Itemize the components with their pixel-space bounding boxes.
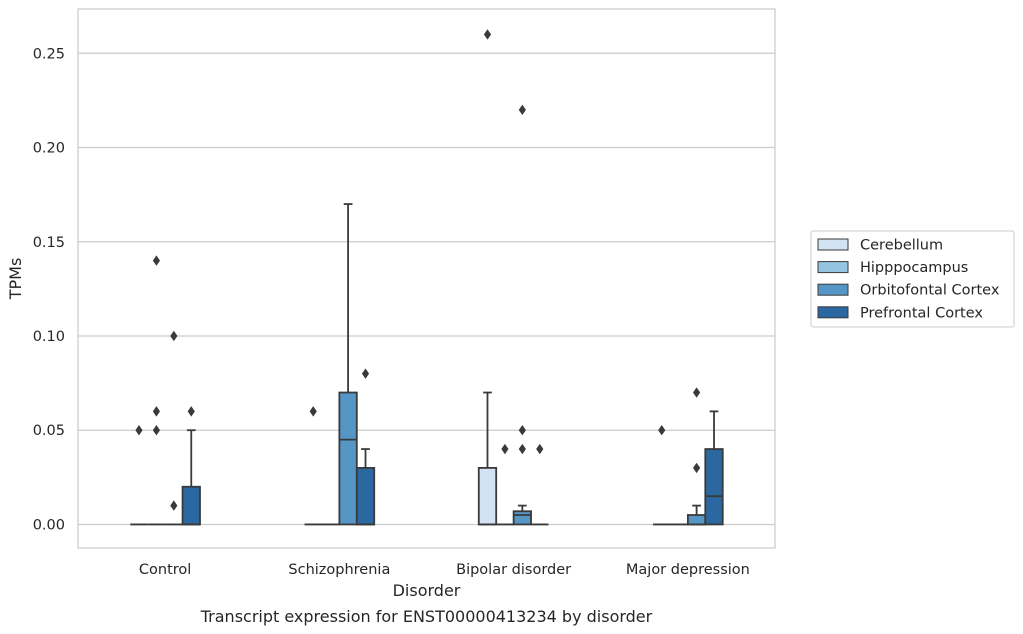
outlier-point	[152, 406, 161, 417]
y-tick-label: 0.20	[33, 141, 65, 157]
box-orbitofontal-cortex	[512, 104, 532, 526]
legend-item: Cerebellum	[817, 238, 943, 254]
legend-swatch	[817, 261, 849, 274]
x-tick-label: Control	[139, 562, 191, 578]
box-body	[477, 467, 498, 526]
y-tick-label: 0.00	[33, 517, 65, 533]
outlier-point	[170, 500, 178, 511]
x-tick-label: Major depression	[626, 562, 750, 578]
outlier-point	[135, 425, 143, 436]
box-body	[355, 467, 376, 526]
box-orbitofontal-cortex	[338, 203, 358, 526]
box-cerebellum	[304, 406, 322, 526]
y-axis-ticks: 0.00 0.05 0.10 0.15 0.20 0.25	[33, 46, 65, 533]
gridlines	[78, 52, 775, 526]
box-hipppocampus	[147, 255, 166, 526]
y-tick-label: 0.10	[33, 329, 65, 345]
box-prefrontal-cortex	[531, 443, 549, 526]
y-tick-label: 0.05	[33, 423, 65, 439]
legend: Cerebellum Hipppocampus Orbitofontal Corte…	[810, 230, 1015, 328]
outlier-point	[170, 330, 178, 342]
legend-label: Hipppocampus	[860, 260, 968, 276]
x-axis-label: Disorder	[393, 581, 461, 600]
outlier-point	[518, 443, 526, 455]
box-body	[686, 514, 707, 526]
outlier-point	[309, 406, 317, 417]
box-orbitofontal-cortex	[165, 330, 183, 526]
box-prefrontal-cortex	[704, 410, 724, 526]
box-hipppocampus	[496, 443, 514, 526]
plot-area-frame	[77, 8, 776, 549]
legend-swatch	[817, 283, 849, 296]
outlier-point	[152, 425, 161, 436]
outlier-point	[536, 443, 544, 455]
legend-label: Orbitofontal Cortex	[860, 283, 1000, 299]
box-prefrontal-cortex	[181, 406, 201, 526]
box-cerebellum	[477, 29, 498, 526]
outlier-point	[152, 255, 161, 266]
chart-title: Transcript expression for ENST0000041323…	[200, 607, 653, 626]
outlier-point	[483, 29, 492, 40]
legend-frame	[810, 230, 1015, 328]
box-orbitofontal-cortex	[686, 387, 707, 526]
box-body	[704, 448, 724, 526]
box-plot-marks	[130, 29, 724, 526]
legend-item: Hipppocampus	[817, 260, 968, 276]
outlier-point	[692, 387, 701, 398]
x-axis-ticks: Control Schizophrenia Bipolar disorder Majo…	[139, 562, 750, 578]
y-tick-label: 0.25	[33, 46, 65, 62]
outlier-point	[187, 406, 195, 417]
x-tick-label: Bipolar disorder	[456, 562, 571, 578]
legend-label: Cerebellum	[860, 238, 943, 254]
legend-swatch	[817, 306, 849, 319]
legend-item: Orbitofontal Cortex	[817, 283, 1000, 299]
outlier-point	[361, 368, 370, 379]
box-body	[338, 391, 358, 526]
outlier-point	[692, 462, 701, 474]
box-prefrontal-cortex	[355, 368, 376, 526]
box-body	[512, 510, 532, 526]
legend-item: Prefrontal Cortex	[817, 305, 983, 321]
outlier-point	[518, 104, 526, 116]
x-tick-label: Schizophrenia	[288, 562, 390, 578]
outlier-point	[501, 443, 509, 455]
outlier-point	[658, 425, 666, 436]
legend-label: Prefrontal Cortex	[860, 305, 983, 321]
y-axis-label: TPMs	[6, 258, 25, 301]
y-tick-label: 0.15	[33, 235, 65, 251]
box-cerebellum	[130, 425, 148, 526]
outlier-point	[518, 425, 526, 436]
box-cerebellum	[653, 425, 671, 526]
legend-swatch	[817, 238, 849, 251]
box-body	[181, 485, 201, 526]
